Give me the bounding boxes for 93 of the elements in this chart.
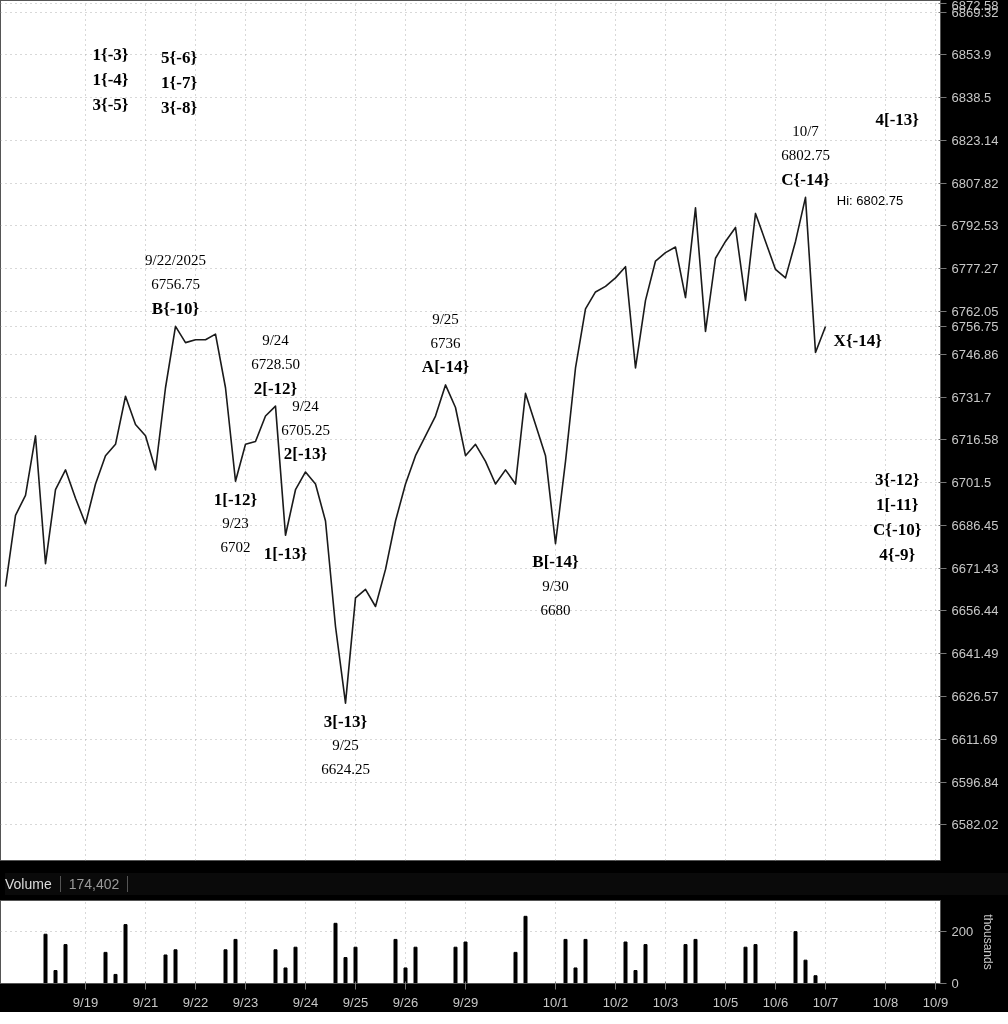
y-tick-label: 6807.82 — [951, 175, 999, 191]
y-tick-label: 6756.75 — [951, 318, 999, 334]
bar — [113, 973, 118, 984]
bar — [343, 957, 348, 984]
y-tick-label: 6777.27 — [951, 261, 999, 277]
y-tick-label: 6641.49 — [951, 646, 999, 662]
bar — [753, 944, 758, 984]
bar — [623, 941, 628, 984]
bar — [803, 959, 808, 984]
x-tick-label: 10/6 — [762, 994, 789, 1010]
x-tick-label: 9/21 — [132, 994, 159, 1010]
y-tick-label: 6746.86 — [951, 346, 999, 362]
annotation: 1{-3} 1{-4} 3{-5} — [92, 45, 129, 115]
x-tick-label: 10/1 — [542, 994, 569, 1010]
bar — [563, 938, 568, 984]
annotation: 4[-13} — [875, 109, 920, 129]
bar — [393, 938, 398, 984]
chart-subtitle: 174,402 — [60, 876, 129, 892]
annotation: 1[-12} 9/23 6702 — [213, 489, 258, 556]
x-tick-label: 9/26 — [392, 994, 419, 1010]
annotation: 3[-13} 9/25 6624.25 — [321, 711, 370, 778]
bar — [633, 970, 638, 984]
annotation: 1[-13} — [263, 543, 308, 563]
y-tick-label: 6823.14 — [951, 132, 999, 148]
bar — [233, 938, 238, 984]
bar — [583, 938, 588, 984]
bar — [453, 946, 458, 984]
bar — [413, 946, 418, 984]
bar — [353, 946, 358, 984]
chart-title: Volume — [5, 876, 61, 892]
bar — [123, 924, 128, 984]
annotation: B[-14} 9/30 6680 — [532, 552, 579, 618]
y-tick-label: 6762.05 — [951, 304, 999, 319]
bar — [743, 946, 748, 984]
bar — [173, 949, 178, 984]
y-tick-label: 6656.44 — [951, 603, 999, 619]
annotation: 9/24 6705.25 2[-13} — [281, 397, 330, 464]
bar — [813, 975, 818, 984]
y-tick-label: 6686.45 — [951, 517, 999, 533]
bar — [523, 915, 528, 984]
x-tick-label: 10/5 — [712, 994, 739, 1010]
y-tick-label: 6611.69 — [951, 731, 998, 747]
bar — [403, 967, 408, 984]
x-tick-label: 9/22 — [182, 994, 209, 1010]
x-tick-label: 10/9 — [922, 994, 949, 1010]
bar — [163, 954, 168, 984]
bar — [693, 938, 698, 984]
y-tick-label: 200 — [951, 924, 974, 940]
annotation: 3{-12} 1[-11} C{-10} 4{-9} — [873, 469, 922, 564]
bar — [513, 951, 518, 984]
y-tick-label: 6626.57 — [951, 689, 999, 705]
bar — [683, 944, 688, 984]
x-tick-label: 9/23 — [232, 994, 259, 1010]
annotation: X{-14} — [833, 330, 883, 350]
y-tick-label: 6838.5 — [951, 90, 992, 106]
annotation: 5{-6} 1{-7} 3{-8} — [161, 47, 198, 117]
y-axis-title: thousands — [981, 914, 996, 970]
x-tick-label: 9/25 — [342, 994, 369, 1010]
bar — [63, 944, 68, 984]
bar — [43, 933, 48, 984]
annotation: 9/22/2025 6756.75 B{-10} — [145, 252, 206, 318]
x-tick-label: 10/2 — [602, 994, 629, 1010]
x-tick-label: 9/24 — [292, 994, 319, 1010]
annotation: Hi: 6802.75 — [836, 192, 904, 208]
bar — [793, 931, 798, 984]
annotation: 10/7 6802.75 C{-14} — [781, 123, 830, 189]
y-tick-label: 6792.53 — [951, 218, 999, 234]
bar — [103, 951, 108, 984]
annotation: 9/24 6728.50 2[-12} — [251, 332, 300, 398]
bar — [273, 949, 278, 984]
y-tick-label: 6596.84 — [951, 774, 999, 790]
bar — [53, 970, 58, 984]
bar — [643, 944, 648, 984]
x-tick-label: 10/8 — [872, 994, 899, 1010]
bar — [283, 967, 288, 984]
x-tick-label: 10/7 — [812, 994, 839, 1010]
bar — [223, 949, 228, 984]
bar — [573, 967, 578, 984]
bar — [463, 941, 468, 984]
y-tick-label: 0 — [951, 976, 959, 991]
annotation: 9/25 6736 A[-14} — [421, 310, 470, 377]
x-tick-label: 10/3 — [652, 994, 679, 1010]
y-tick-label: 6731.7 — [951, 389, 992, 405]
y-tick-label: 6582.02 — [951, 817, 999, 833]
y-tick-label: 6701.5 — [951, 475, 992, 491]
x-tick-label: 9/29 — [452, 994, 479, 1010]
y-tick-label: 6671.43 — [951, 560, 999, 576]
bar — [333, 922, 338, 984]
y-tick-label: 6853.9 — [951, 47, 992, 63]
line-series — [4, 196, 827, 704]
x-tick-label: 9/19 — [72, 994, 99, 1010]
bar — [293, 946, 298, 984]
y-tick-label: 6716.58 — [951, 432, 999, 448]
